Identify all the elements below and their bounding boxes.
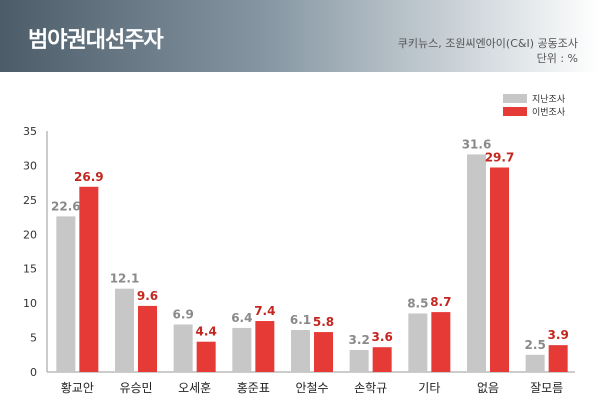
- legend-label-previous: 지난조사: [532, 95, 566, 105]
- y-tick-label: 15: [23, 263, 37, 276]
- category-label: 유승민: [119, 381, 152, 395]
- value-label-current: 4.4: [196, 325, 217, 339]
- bar-previous: [349, 349, 369, 372]
- category-label: 홍준표: [237, 381, 270, 395]
- value-label-previous: 3.2: [349, 333, 370, 347]
- category-label: 기타: [418, 381, 440, 395]
- value-label-current: 8.7: [430, 295, 451, 309]
- category-label: 없음: [477, 381, 499, 395]
- value-label-current: 26.9: [74, 170, 104, 184]
- header-banner: 범야권대선주자 쿠키뉴스, 조원씨엔아이(C&I) 공동조사 단위 : %: [0, 0, 600, 72]
- bar-previous: [232, 327, 252, 372]
- category-label: 안철수: [295, 381, 328, 395]
- bar-current: [314, 332, 333, 372]
- value-label-previous: 6.9: [173, 307, 194, 321]
- bar-previous: [467, 154, 486, 372]
- y-tick-label: 10: [23, 297, 37, 310]
- legend-swatch-current: [503, 107, 527, 116]
- unit-text: 단위 : %: [536, 52, 578, 65]
- bar-previous: [115, 288, 134, 372]
- category-label: 잘모름: [530, 381, 563, 395]
- category-label: 손학규: [354, 381, 387, 395]
- legend: 지난조사 이번조사: [503, 92, 565, 118]
- value-label-previous: 12.1: [110, 272, 140, 286]
- value-label-previous: 22.6: [51, 199, 81, 213]
- source-note: 쿠키뉴스, 조원씨엔아이(C&I) 공동조사 단위 : %: [398, 36, 578, 66]
- bar-current: [548, 345, 568, 372]
- legend-item-previous: 지난조사: [503, 92, 565, 105]
- y-tick-label: 20: [23, 228, 37, 241]
- bar-previous: [408, 313, 428, 372]
- value-label-current: 3.6: [372, 330, 393, 344]
- y-tick-label: 30: [23, 159, 37, 172]
- category-label: 오세훈: [178, 381, 211, 395]
- legend-label-current: 이번조사: [532, 108, 566, 118]
- value-label-current: 29.7: [485, 150, 515, 164]
- value-label-current: 9.6: [137, 289, 158, 303]
- bar-current: [138, 305, 157, 372]
- y-tick-label: 25: [23, 194, 37, 207]
- bar-current: [255, 321, 275, 372]
- value-label-current: 5.8: [313, 315, 334, 329]
- y-tick-label: 35: [23, 125, 37, 138]
- value-label-previous: 2.5: [525, 338, 546, 352]
- y-tick-label: 5: [30, 332, 37, 345]
- value-label-previous: 31.6: [462, 137, 492, 151]
- source-text: 쿠키뉴스, 조원씨엔아이(C&I) 공동조사: [397, 37, 578, 50]
- value-label-previous: 6.4: [231, 311, 252, 325]
- legend-item-current: 이번조사: [503, 105, 565, 118]
- bar-previous: [56, 216, 76, 372]
- category-label: 황교안: [61, 381, 94, 395]
- value-label-current: 7.4: [254, 304, 275, 318]
- bar-previous: [291, 329, 310, 372]
- bar-current: [196, 341, 216, 372]
- bar-previous: [525, 354, 545, 372]
- value-label-previous: 6.1: [290, 313, 311, 327]
- bar-current: [490, 167, 509, 372]
- y-tick-label: 0: [30, 366, 37, 379]
- bar-current: [372, 347, 392, 372]
- value-label-previous: 8.5: [407, 296, 428, 310]
- chart-title: 범야권대선주자: [28, 28, 164, 53]
- legend-swatch-previous: [503, 94, 527, 103]
- bar-current: [79, 186, 99, 372]
- bar-current: [431, 312, 451, 372]
- bar-previous: [173, 324, 193, 372]
- value-label-current: 3.9: [548, 328, 569, 342]
